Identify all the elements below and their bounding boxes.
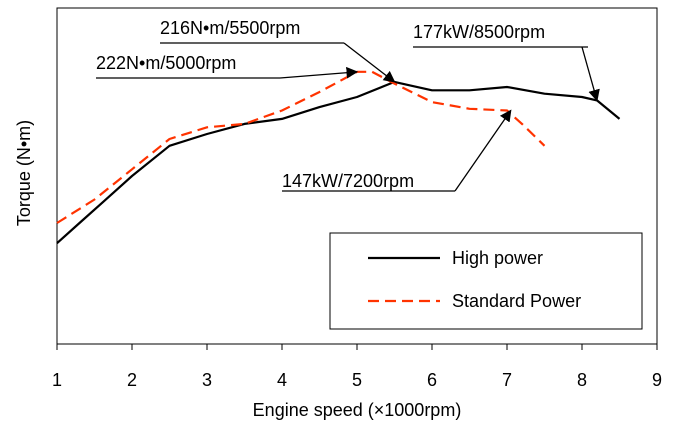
x-tick-label: 7 — [502, 370, 512, 390]
annotation-label: 147kW/7200rpm — [282, 171, 414, 191]
x-tick-label: 3 — [202, 370, 212, 390]
x-tick-label: 9 — [652, 370, 662, 390]
annotation-callout: 177kW/8500rpm — [413, 22, 600, 102]
annotation-label: 222N•m/5000rpm — [96, 53, 236, 73]
annotation-label: 177kW/8500rpm — [413, 22, 545, 42]
annotation-arrow — [581, 46, 600, 102]
x-tick-label: 8 — [577, 370, 587, 390]
annotation-arrow — [454, 109, 512, 192]
x-tick-label: 4 — [277, 370, 287, 390]
annotation-callout: 216N•m/5500rpm — [160, 18, 396, 83]
series-line-high-power — [56, 80, 621, 245]
y-axis-label: Torque (N•m) — [14, 120, 34, 226]
annotation-callout: 222N•m/5000rpm — [96, 53, 359, 79]
annotation-arrow — [279, 66, 359, 79]
x-tick-label: 6 — [427, 370, 437, 390]
legend-box — [329, 232, 643, 330]
legend-label: High power — [452, 248, 543, 268]
x-tick-label: 1 — [52, 370, 62, 390]
legend-label: Standard Power — [452, 291, 581, 311]
annotation-callout: 147kW/7200rpm — [282, 109, 512, 192]
annotation-arrow — [343, 42, 396, 83]
series-line-standard-power — [56, 70, 546, 224]
x-tick-label: 2 — [127, 370, 137, 390]
x-axis-label: Engine speed (×1000rpm) — [253, 400, 462, 420]
x-tick-label: 5 — [352, 370, 362, 390]
annotation-label: 216N•m/5500rpm — [160, 18, 300, 38]
